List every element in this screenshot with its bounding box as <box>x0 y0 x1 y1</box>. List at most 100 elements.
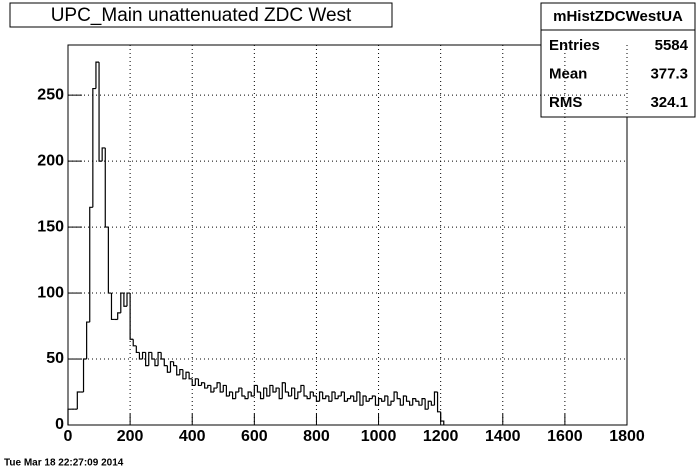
histogram-bin <box>117 312 121 320</box>
histogram-bin <box>67 408 72 425</box>
histogram-bin <box>216 382 221 389</box>
histogram-bin <box>387 395 391 406</box>
histogram-bin <box>204 382 208 389</box>
y-tick-label: 100 <box>37 284 64 301</box>
histogram-bin <box>418 401 423 406</box>
chart-title: UPC_Main unattenuated ZDC West <box>51 5 352 26</box>
histogram-bin <box>306 395 311 400</box>
histogram-bin <box>384 395 388 402</box>
histogram-bin <box>272 385 277 393</box>
histogram-bin <box>95 61 100 89</box>
x-tick-label: 600 <box>241 428 268 445</box>
histogram-bin <box>132 339 137 347</box>
histogram-bin <box>300 384 305 393</box>
histogram-bin <box>185 371 190 379</box>
histogram-bin <box>169 361 174 373</box>
y-tick-label: 50 <box>46 350 64 367</box>
histogram-bin <box>374 395 379 406</box>
histogram-bin <box>141 351 146 360</box>
histogram-bin <box>278 388 283 400</box>
y-tick-label: 0 <box>55 416 64 433</box>
x-tick-label: 1000 <box>361 428 397 445</box>
histogram-bin <box>356 391 360 402</box>
histogram-bin <box>107 227 112 294</box>
stats-title: mHistZDCWestUA <box>553 8 683 25</box>
histogram-bin <box>322 392 326 400</box>
histogram-bin <box>424 398 429 410</box>
histogram-bin <box>396 392 401 400</box>
histogram-bin <box>359 392 364 406</box>
histogram-bin <box>415 398 419 402</box>
histogram-bin <box>337 395 342 399</box>
histogram-bin <box>309 391 314 399</box>
histogram-bin <box>163 359 168 367</box>
histogram-bin <box>166 365 171 373</box>
histogram-bin <box>86 321 90 360</box>
histogram-bin <box>138 352 143 360</box>
histogram-bin <box>263 387 267 399</box>
histogram-bin <box>256 385 261 393</box>
histogram-bin <box>200 382 205 386</box>
histogram-bin <box>368 398 373 402</box>
histogram-bin <box>104 147 109 228</box>
histogram-bin <box>238 387 242 393</box>
histogram-bin <box>328 395 332 402</box>
histogram-bin <box>287 392 292 397</box>
x-tick-label: 1200 <box>423 428 459 445</box>
x-tick-label: 0 <box>64 428 73 445</box>
x-tick-label: 200 <box>117 428 144 445</box>
histogram-bin <box>371 395 376 399</box>
histogram-bin <box>219 382 224 393</box>
histogram-bin <box>334 392 339 400</box>
histogram-bin <box>210 385 214 393</box>
histogram-bin <box>213 387 218 393</box>
histogram-bin <box>92 87 96 208</box>
histogram-bin <box>405 395 410 402</box>
title-box <box>9 2 393 28</box>
histogram-bin <box>433 391 438 406</box>
histogram-bin <box>346 398 351 402</box>
histogram-bin <box>294 388 298 400</box>
histogram-bin <box>312 392 317 397</box>
histogram-bin <box>353 395 357 402</box>
histogram-bin <box>157 351 162 366</box>
histogram-bin <box>325 395 329 399</box>
histogram-bin <box>390 400 395 406</box>
histogram-bin <box>253 384 258 396</box>
histogram-bin <box>172 361 177 367</box>
histogram-bin <box>176 365 180 376</box>
histogram-bin <box>393 391 398 402</box>
histogram-bin <box>436 392 441 413</box>
y-tick-label: 250 <box>37 86 64 103</box>
histogram-bin <box>123 293 128 307</box>
histogram-bin <box>110 293 115 321</box>
histogram-bin <box>250 392 255 397</box>
y-tick-label: 200 <box>37 152 64 169</box>
histogram-bin <box>315 395 320 402</box>
histogram-bin <box>194 378 199 386</box>
histogram-bin <box>331 391 336 402</box>
histogram-bin <box>179 368 183 375</box>
histogram-bin <box>235 391 239 399</box>
histogram-bin <box>82 358 87 393</box>
histogram-bin <box>440 411 445 425</box>
histogram-bin <box>126 292 131 307</box>
histogram-bin <box>148 351 152 366</box>
histogram-bin <box>160 352 165 360</box>
histogram-bin <box>120 292 124 313</box>
histogram-bin <box>421 398 426 406</box>
histogram-bin <box>266 388 270 397</box>
x-tick-label: 400 <box>179 428 206 445</box>
x-tick-label: 800 <box>303 428 330 445</box>
histogram-bin <box>284 382 289 393</box>
histogram-bin <box>430 401 435 406</box>
histogram-bin <box>402 395 407 406</box>
histogram-bin <box>340 391 345 396</box>
histogram-bin <box>281 382 286 399</box>
histogram-bin <box>188 372 193 380</box>
histogram-bin <box>222 384 227 393</box>
x-tick-label: 1800 <box>609 428 645 445</box>
histogram-bin <box>101 147 106 162</box>
histogram-bin <box>297 391 301 399</box>
